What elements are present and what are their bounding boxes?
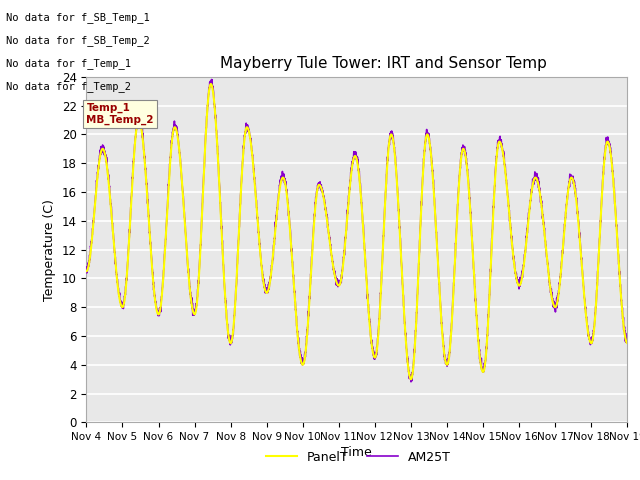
PanelT bbox=[407, 376, 415, 382]
PanelT bbox=[314, 186, 321, 192]
PanelT bbox=[144, 206, 152, 212]
PanelT bbox=[177, 156, 184, 162]
Text: No data for f_Temp_1: No data for f_Temp_1 bbox=[6, 58, 131, 69]
AM25T bbox=[623, 336, 631, 342]
Line: AM25T: AM25T bbox=[86, 80, 627, 382]
AM25T bbox=[208, 77, 216, 83]
X-axis label: Time: Time bbox=[341, 446, 372, 459]
Text: No data for f_SB_Temp_2: No data for f_SB_Temp_2 bbox=[6, 35, 150, 46]
PanelT bbox=[290, 284, 298, 290]
AM25T bbox=[314, 188, 321, 193]
AM25T bbox=[555, 288, 563, 293]
AM25T bbox=[144, 205, 152, 211]
PanelT bbox=[207, 81, 214, 87]
PanelT bbox=[83, 268, 90, 274]
Text: Temp_1
MB_Temp_2: Temp_1 MB_Temp_2 bbox=[86, 103, 154, 125]
Title: Mayberry Tule Tower: IRT and Sensor Temp: Mayberry Tule Tower: IRT and Sensor Temp bbox=[220, 57, 547, 72]
PanelT bbox=[613, 231, 621, 237]
Line: PanelT: PanelT bbox=[86, 84, 627, 379]
AM25T bbox=[407, 379, 415, 384]
AM25T bbox=[613, 230, 621, 236]
Legend: PanelT, AM25T: PanelT, AM25T bbox=[260, 446, 456, 469]
AM25T bbox=[177, 154, 184, 160]
Text: No data for f_Temp_2: No data for f_Temp_2 bbox=[6, 81, 131, 92]
AM25T bbox=[83, 264, 90, 270]
PanelT bbox=[623, 340, 631, 346]
Y-axis label: Temperature (C): Temperature (C) bbox=[43, 199, 56, 300]
AM25T bbox=[290, 283, 298, 289]
PanelT bbox=[555, 290, 563, 296]
Text: No data for f_SB_Temp_1: No data for f_SB_Temp_1 bbox=[6, 12, 150, 23]
